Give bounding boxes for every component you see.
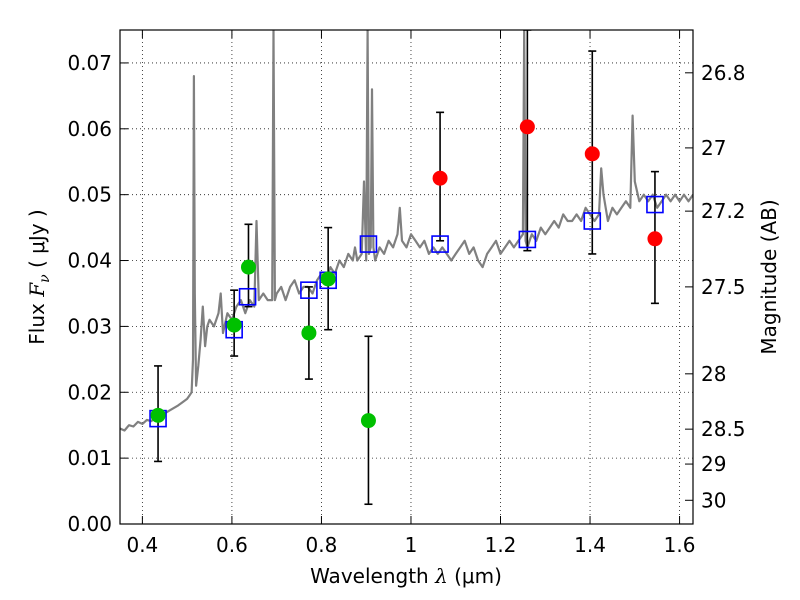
model-point [300,281,318,299]
photometry-point [519,119,535,135]
photometry-point [150,407,166,423]
photometry-point [360,413,376,429]
y2-tick-label: 29 [701,452,726,476]
model-point [583,212,602,230]
y2-tick-label: 27.5 [701,275,746,299]
x-tick-label: 1 [405,533,418,557]
y2-tick-label: 26.8 [701,61,746,85]
model-point [431,235,449,253]
model-point [238,287,257,306]
y2-axis-title: Magnitude (AB) [757,199,781,354]
y2-tick-label: 27.2 [701,199,746,223]
y-tick-label: 0.04 [67,249,112,273]
y-tick-label: 0.05 [67,183,112,207]
x-tick-label: 0.6 [216,533,248,557]
model-point [646,195,664,214]
x-tick-label: 1.2 [485,533,517,557]
plot-area [120,30,693,506]
y-tick-label: 0.07 [67,51,112,75]
y-tick-label: 0.03 [67,314,112,338]
y-tick-label: 0.06 [67,117,112,141]
photometry-point [320,271,336,287]
y-tick-label: 0.01 [67,446,112,470]
grid [120,30,693,525]
y2-tick-label: 30 [701,488,726,512]
model-point [359,235,378,253]
y-tick-label: 0.00 [67,512,112,536]
x-tick-label: 0.4 [126,533,158,557]
spectrum-line [120,30,693,432]
model-point [518,230,537,249]
photometry-point [432,170,448,186]
x-tick-label: 1.6 [664,533,696,557]
y2-tick-label: 28 [701,362,726,386]
y2-tick-label: 27 [701,136,726,160]
x-tick-label: 0.8 [306,533,338,557]
y-tick-label: 0.02 [67,380,112,404]
axes: 0.4 0.6 0.8 1 1.2 1.4 1.6 0.00 0.01 0.02 0.03 0.04 0… [67,30,746,557]
photometry-point [301,325,317,341]
error-bar [523,30,532,252]
x-tick-label: 1.4 [574,533,606,557]
photometry-point [647,231,663,247]
photometry-point [226,317,242,333]
x-axis-title: Wavelength λ (μm) [310,564,502,588]
y-axis-title: Flux Fν ( μJy ) [25,209,53,344]
plot-frame [119,29,694,525]
y2-tick-label: 28.5 [701,417,746,441]
photometry-point [240,259,256,275]
photometry-point [584,146,600,162]
